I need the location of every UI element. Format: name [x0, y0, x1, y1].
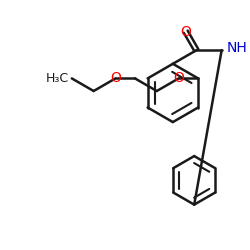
- Text: NH: NH: [226, 41, 247, 55]
- Text: O: O: [110, 72, 121, 86]
- Text: O: O: [173, 72, 184, 86]
- Text: O: O: [180, 25, 191, 39]
- Text: H₃C: H₃C: [46, 72, 69, 85]
